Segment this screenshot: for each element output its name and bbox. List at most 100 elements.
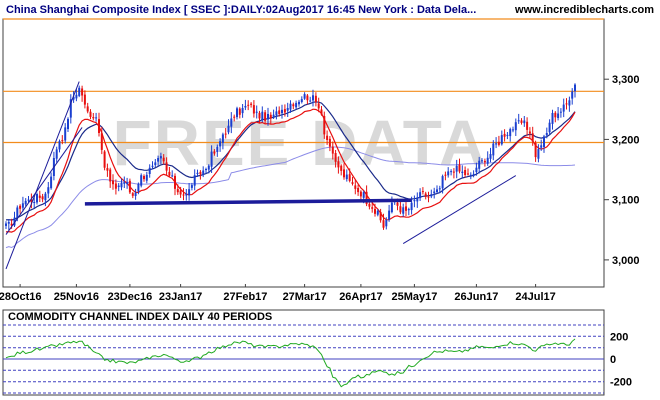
price-candle — [314, 92, 317, 107]
candle-body — [258, 112, 261, 119]
price-candle — [281, 104, 283, 119]
price-candle — [464, 166, 467, 178]
candle-body — [238, 108, 241, 115]
candle-body — [396, 202, 399, 206]
price-candle — [44, 191, 47, 207]
candle-body — [24, 200, 27, 205]
price-candle — [283, 104, 286, 117]
candle-body — [165, 162, 168, 171]
price-candle — [272, 109, 275, 119]
price-candle — [323, 111, 326, 139]
candle-body — [247, 104, 250, 106]
price-candle — [117, 183, 120, 192]
candle-body — [255, 111, 258, 113]
candle-body — [19, 205, 22, 209]
candle-body — [421, 191, 424, 193]
price-candle — [528, 127, 531, 139]
candle-body — [205, 169, 207, 171]
price-candle — [385, 217, 388, 230]
cci-y-tick-label: -200 — [610, 377, 632, 389]
candle-body — [447, 171, 450, 176]
price-candle — [345, 169, 348, 182]
candle-body — [58, 141, 61, 150]
price-candle — [438, 185, 441, 194]
candle-body — [171, 175, 174, 177]
candle-body — [433, 191, 436, 194]
candle-body — [413, 200, 416, 202]
candle-body — [196, 172, 199, 174]
candle-body — [534, 143, 537, 158]
cci-panel-frame — [2, 309, 605, 396]
price-candle — [351, 176, 354, 186]
candle-body — [281, 109, 283, 114]
price-candle — [112, 174, 114, 190]
candle-body — [236, 108, 238, 118]
candle-body — [545, 133, 548, 136]
price-candle — [388, 204, 391, 222]
price-candle — [337, 156, 340, 174]
candle-body — [419, 192, 422, 199]
candle-body — [430, 194, 433, 197]
candle-body — [244, 106, 247, 108]
candle-body — [267, 114, 269, 120]
price-candle — [537, 144, 540, 163]
price-candle — [534, 140, 537, 162]
candle-body — [351, 182, 354, 184]
price-candle — [238, 107, 241, 119]
trend-lines — [5, 81, 517, 270]
candle-body — [50, 176, 53, 189]
price-candle — [55, 146, 58, 163]
price-candle — [413, 195, 416, 208]
candle-body — [331, 146, 334, 154]
candle-body — [148, 167, 151, 174]
candle-body — [174, 175, 176, 189]
candle-body — [72, 96, 75, 100]
x-tick-label: 26Jun17 — [454, 291, 498, 303]
price-candle — [557, 107, 560, 121]
candle-body — [328, 138, 331, 147]
cci-y-tick-label: 0 — [610, 354, 616, 366]
candle-body — [407, 209, 410, 211]
candle-body — [179, 190, 182, 195]
candle-body — [128, 180, 131, 193]
candle-body — [554, 112, 557, 118]
cci-y-tick-label: 200 — [610, 331, 628, 343]
price-candle — [182, 188, 185, 201]
candle-body — [497, 141, 500, 145]
price-candle — [120, 178, 123, 191]
price-candle — [475, 162, 478, 176]
candle-body — [312, 95, 314, 101]
candle-body — [309, 100, 312, 102]
candle-body — [190, 185, 193, 188]
cci-levels — [3, 324, 604, 394]
candle-body — [157, 158, 160, 162]
candle-body — [300, 99, 303, 102]
candle-body — [427, 196, 430, 198]
price-candle — [433, 187, 436, 199]
price-candle — [540, 139, 543, 151]
chart-title: China Shanghai Composite Index [ SSEC ]:… — [6, 4, 476, 16]
price-candle — [300, 96, 303, 104]
price-candle — [176, 184, 179, 195]
candle-body — [278, 110, 281, 114]
price-candle — [340, 164, 343, 176]
candle-body — [385, 220, 388, 227]
x-tick-label: 24Jul17 — [515, 291, 555, 303]
x-tick-label: 26Apr17 — [339, 291, 382, 303]
price-candle — [205, 167, 207, 174]
price-candle — [30, 193, 33, 209]
price-candle — [50, 172, 53, 190]
candle-body — [359, 191, 362, 197]
price-candle — [509, 127, 512, 142]
candle-body — [44, 193, 47, 201]
candle-body — [241, 108, 244, 114]
price-candle — [157, 155, 160, 166]
candle-body — [382, 220, 385, 228]
candle-body — [543, 136, 545, 147]
candle-body — [283, 109, 286, 113]
price-candle — [289, 100, 292, 113]
candle-body — [469, 174, 472, 176]
price-candle — [331, 141, 334, 160]
candle-body — [436, 189, 438, 192]
candle-body — [461, 171, 464, 173]
